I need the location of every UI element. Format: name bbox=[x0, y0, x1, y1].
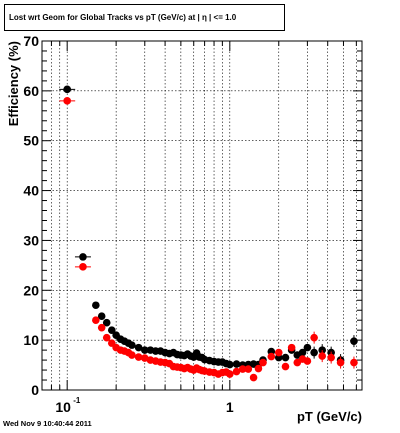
data-point bbox=[318, 352, 327, 360]
x-tick-label: 10 bbox=[55, 399, 71, 415]
data-point bbox=[140, 346, 149, 354]
x-tick-label-exponent: -1 bbox=[73, 396, 81, 405]
data-point bbox=[232, 367, 241, 376]
x-tick-label: 1 bbox=[226, 399, 234, 415]
data-point bbox=[303, 357, 312, 365]
data-point bbox=[92, 316, 100, 325]
data-point bbox=[102, 333, 111, 342]
data-point bbox=[350, 337, 358, 345]
y-tick-label: 0 bbox=[31, 382, 39, 398]
data-point bbox=[128, 351, 136, 359]
data-point bbox=[238, 365, 247, 373]
data-point bbox=[63, 97, 71, 105]
data-point bbox=[226, 370, 234, 378]
data-point bbox=[259, 358, 267, 367]
axis-ticks bbox=[41, 40, 362, 391]
grid-lines bbox=[41, 41, 362, 390]
data-point bbox=[281, 362, 290, 371]
data-point bbox=[232, 360, 241, 368]
data-point bbox=[107, 326, 116, 334]
data-point bbox=[267, 352, 276, 361]
data-point bbox=[310, 333, 318, 342]
data-point bbox=[249, 373, 258, 382]
data-point bbox=[97, 323, 106, 332]
chart-title-text: Lost wrt Geom for Global Tracks vs pT (G… bbox=[9, 13, 237, 22]
data-point bbox=[310, 348, 318, 357]
data-point bbox=[102, 318, 111, 327]
series-1 bbox=[59, 97, 358, 382]
data-point bbox=[281, 353, 290, 362]
data-point bbox=[128, 341, 136, 349]
data-point bbox=[350, 358, 358, 367]
data-point bbox=[97, 312, 106, 321]
y-tick-label: 20 bbox=[23, 282, 39, 298]
plot-frame bbox=[41, 40, 363, 391]
data-point bbox=[244, 365, 253, 373]
y-axis-label: Efficiency (%) bbox=[6, 41, 21, 126]
data-point bbox=[92, 301, 100, 310]
y-tick-label: 60 bbox=[23, 83, 39, 99]
data-point bbox=[274, 348, 283, 357]
data-point bbox=[79, 253, 87, 261]
data-point bbox=[254, 364, 263, 373]
data-point bbox=[327, 353, 335, 362]
data-point bbox=[336, 358, 345, 367]
y-tick-label: 30 bbox=[23, 232, 39, 248]
data-point bbox=[226, 360, 234, 369]
timestamp: Wed Nov 9 10:40:44 2011 bbox=[3, 419, 92, 428]
data-point bbox=[287, 343, 296, 352]
chart-title: Lost wrt Geom for Global Tracks vs pT (G… bbox=[4, 4, 285, 31]
x-axis-label: pT (GeV/c) bbox=[297, 409, 362, 424]
y-tick-label: 50 bbox=[23, 133, 39, 149]
data-point bbox=[134, 343, 143, 352]
data-point bbox=[298, 348, 307, 357]
data-point bbox=[79, 263, 87, 271]
y-tick-label: 70 bbox=[23, 33, 39, 49]
data-point bbox=[303, 343, 312, 352]
y-tick-label: 10 bbox=[23, 332, 39, 348]
series-0 bbox=[59, 85, 358, 369]
y-tick-label: 40 bbox=[23, 183, 39, 199]
data-point bbox=[134, 353, 143, 361]
data-point bbox=[63, 85, 71, 94]
